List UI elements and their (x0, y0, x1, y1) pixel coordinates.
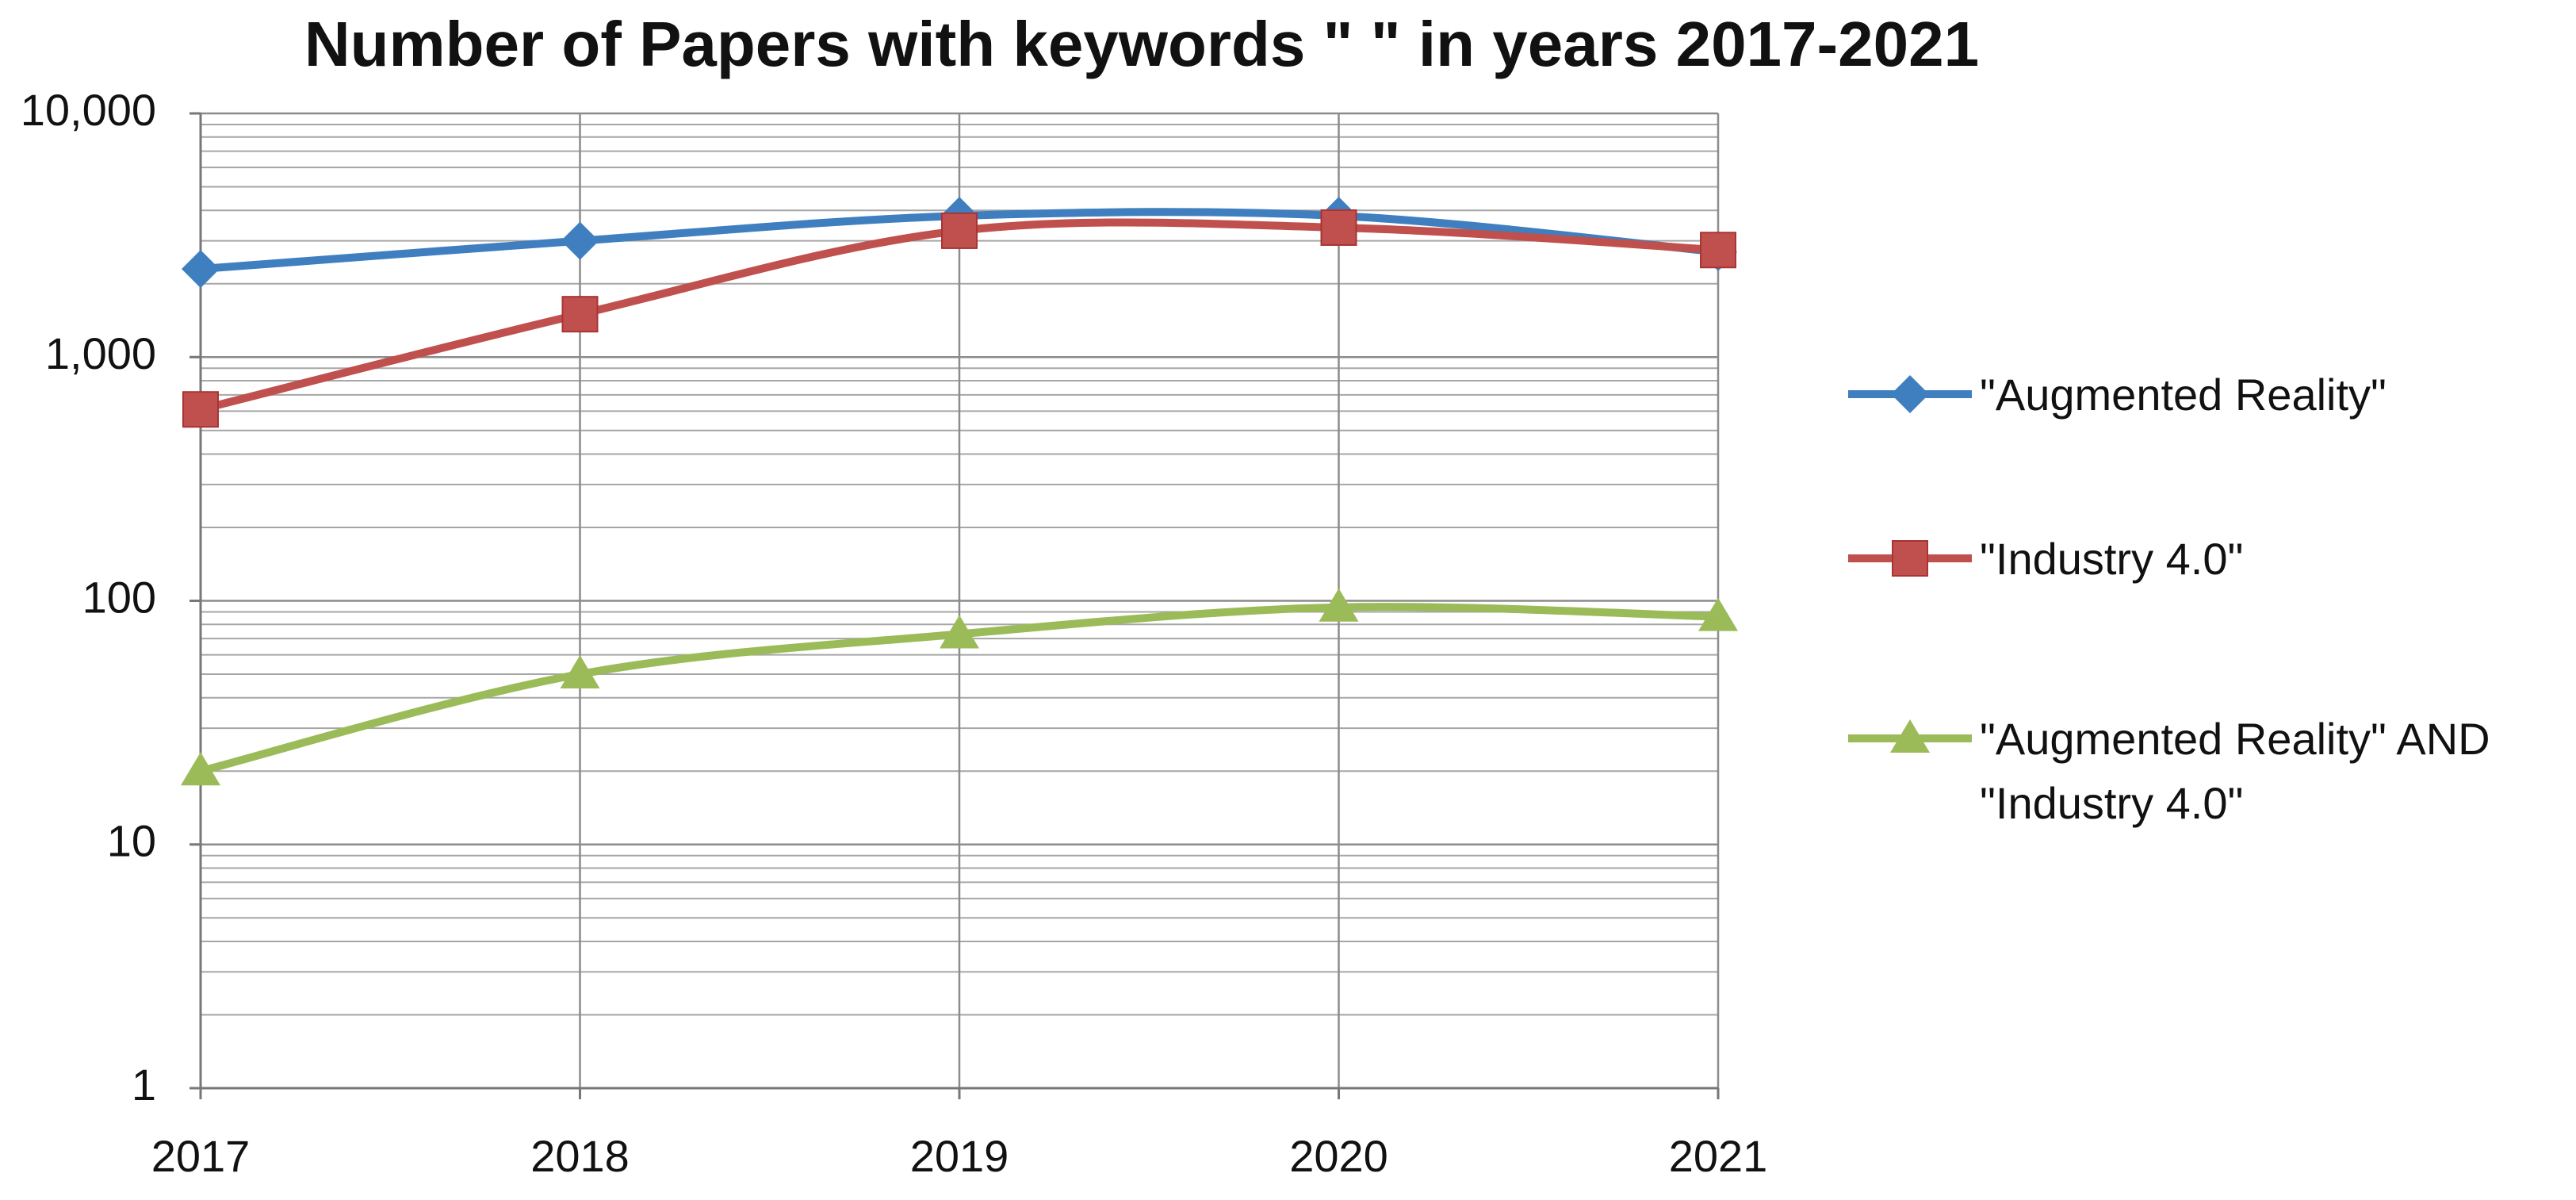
marker (1698, 597, 1738, 631)
marker (1892, 539, 1928, 577)
legend-item: "Industry 4.0" (1848, 527, 2535, 591)
marker (561, 221, 599, 260)
series (181, 588, 1738, 786)
legend-item: "Augmented Reality" AND "Industry 4.0" (1848, 707, 2535, 835)
marker (940, 615, 979, 649)
marker (1320, 209, 1357, 246)
legend-swatch (1848, 374, 1972, 413)
grid (201, 112, 1720, 1090)
chart-title: Number of Papers with keywords " " in ye… (304, 9, 1979, 79)
marker (1891, 374, 1929, 413)
y-tick-label: 100 (82, 572, 156, 622)
legend-label: "Augmented Reality" (1980, 369, 2387, 420)
marker (181, 752, 220, 786)
x-tick-label: 2021 (1669, 1131, 1768, 1181)
y-tick-label: 1 (132, 1060, 156, 1110)
x-tick-label: 2018 (530, 1131, 630, 1181)
y-tick-label: 10 (107, 816, 156, 866)
marker (182, 391, 219, 428)
marker (560, 654, 600, 688)
series (182, 209, 1736, 428)
y-tick-label: 10,000 (21, 85, 156, 135)
y-tick-label: 1,000 (45, 328, 156, 378)
marker (182, 250, 220, 289)
marker (941, 212, 978, 249)
legend-swatch (1848, 719, 1972, 753)
legend-item: "Augmented Reality" (1848, 362, 2535, 427)
x-tick-label: 2020 (1289, 1131, 1388, 1181)
marker (1319, 588, 1359, 622)
x-tick-label: 2019 (910, 1131, 1009, 1181)
marker (561, 296, 599, 333)
legend-label: "Industry 4.0" (1980, 533, 2244, 584)
marker (1890, 719, 1930, 753)
legend-label: "Augmented Reality" AND "Industry 4.0" (1980, 714, 2490, 829)
legend-swatch (1848, 539, 1972, 577)
x-tick-label: 2017 (151, 1131, 251, 1181)
marker (1700, 232, 1736, 269)
